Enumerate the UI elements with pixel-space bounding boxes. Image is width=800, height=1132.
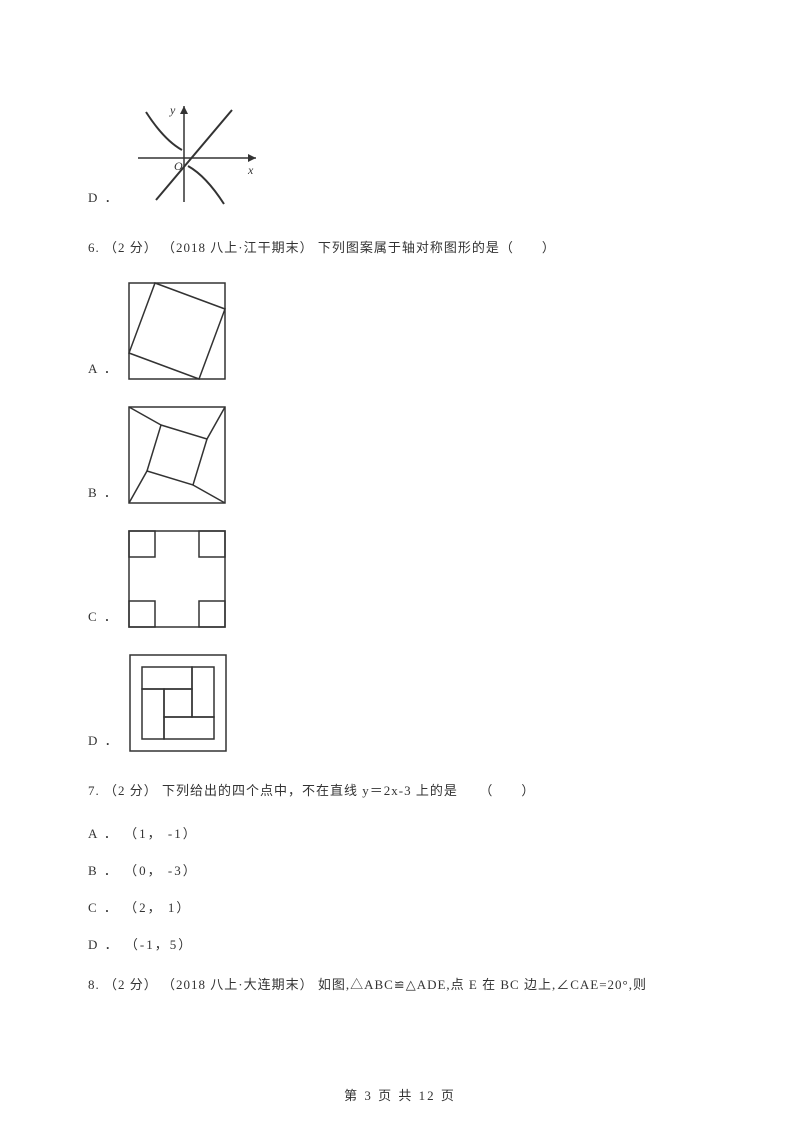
q6-text: 6. （2 分） （2018 八上·江干期末） 下列图案属于轴对称图形的是（ ）: [88, 234, 712, 263]
prev-option-d-label: D ．: [88, 187, 120, 210]
q6-figure-c-icon: [127, 529, 227, 629]
svg-text:x: x: [247, 163, 254, 177]
q6-option-d-label: D ．: [88, 730, 120, 753]
q7-option-b: B ． （0， -3）: [88, 860, 712, 879]
coordinate-graph-icon: O x y: [128, 100, 268, 210]
q6-figure-b-icon: [127, 405, 227, 505]
q7-option-a: A ． （1， -1）: [88, 823, 712, 842]
page-footer: 第 3 页 共 12 页: [0, 1085, 800, 1104]
q6-option-c: C ．: [88, 529, 712, 629]
q6-figure-a-icon: [127, 281, 227, 381]
q8-text: 8. （2 分） （2018 八上·大连期末） 如图,△ABC≌△ADE,点 E…: [88, 971, 712, 1000]
q6-option-b-label: B ．: [88, 482, 119, 505]
q6-option-a-label: A ．: [88, 358, 119, 381]
q6-figure-d-icon: [128, 653, 228, 753]
q7-text: 7. （2 分） 下列给出的四个点中，不在直线 y＝2x-3 上的是 （ ）: [88, 777, 712, 806]
q7-option-d: D ． （-1，5）: [88, 934, 712, 953]
svg-text:y: y: [169, 103, 176, 117]
q6-option-a: A ．: [88, 281, 712, 381]
q6-option-d: D ．: [88, 653, 712, 753]
prev-option-d-row: D ． O x y: [88, 100, 712, 210]
q7-option-c: C ． （2， 1）: [88, 897, 712, 916]
q6-option-b: B ．: [88, 405, 712, 505]
q6-option-c-label: C ．: [88, 606, 119, 629]
